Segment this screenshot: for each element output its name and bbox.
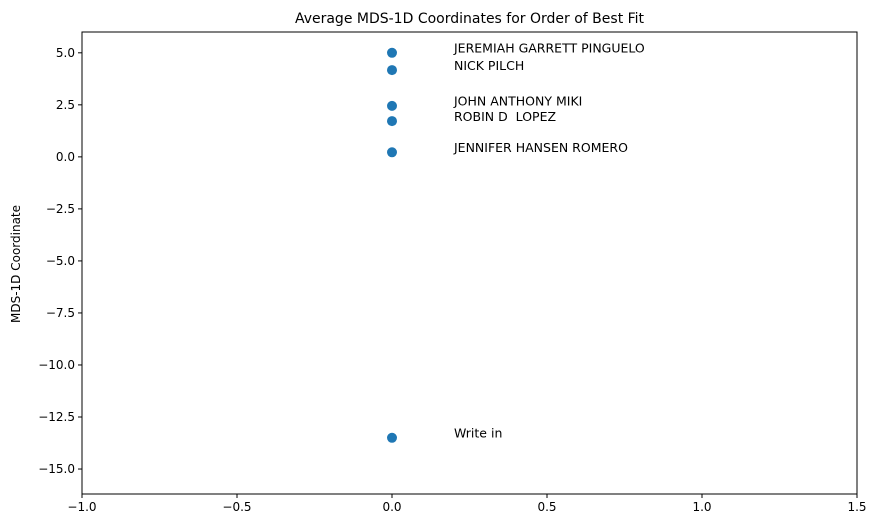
point-annotation: Write in xyxy=(454,426,502,441)
y-axis-label: MDS-1D Coordinate xyxy=(9,205,23,323)
y-tick-label: 2.5 xyxy=(56,98,75,112)
plot-frame xyxy=(81,31,858,495)
y-tick-label: −15.0 xyxy=(38,462,75,476)
data-point xyxy=(387,432,397,443)
data-point xyxy=(387,116,397,127)
data-point xyxy=(387,100,397,111)
x-tick-label: 1.0 xyxy=(692,500,711,514)
data-point xyxy=(387,47,397,58)
data-point xyxy=(387,65,397,76)
chart-title: Average MDS-1D Coordinates for Order of … xyxy=(295,11,645,27)
point-annotation: JENNIFER HANSEN ROMERO xyxy=(453,140,628,155)
y-tick-label: 5.0 xyxy=(56,46,75,60)
x-tick-label: 0.5 xyxy=(537,500,556,514)
y-tick-label: −10.0 xyxy=(38,358,75,372)
y-tick-label: −12.5 xyxy=(38,410,75,424)
x-tick-label: −1.0 xyxy=(67,500,96,514)
y-tick-label: −5.0 xyxy=(46,254,75,268)
x-tick-label: 1.5 xyxy=(847,500,866,514)
point-annotation: ROBIN D LOPEZ xyxy=(454,109,556,124)
y-tick-label: 0.0 xyxy=(56,150,75,164)
point-annotation: NICK PILCH xyxy=(454,58,524,73)
y-tick-label: −2.5 xyxy=(46,202,75,216)
x-tick-label: −0.5 xyxy=(222,500,251,514)
point-annotation: JOHN ANTHONY MIKI xyxy=(453,94,582,109)
data-point xyxy=(387,147,397,158)
y-tick-label: −7.5 xyxy=(46,306,75,320)
point-annotation: JEREMIAH GARRETT PINGUELO xyxy=(453,41,645,56)
x-tick-label: 0.0 xyxy=(382,500,401,514)
